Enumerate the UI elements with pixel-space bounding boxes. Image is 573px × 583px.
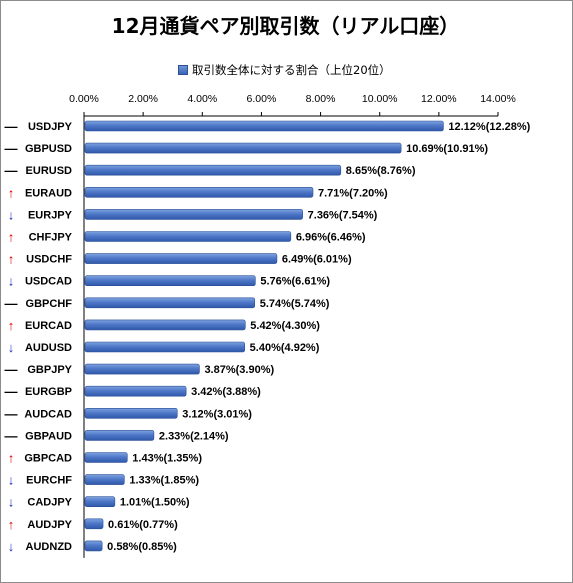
data-label: 0.58%(0.85%) (107, 541, 177, 553)
up-marker: ↑ (8, 517, 15, 532)
data-label: 3.87%(3.90%) (204, 364, 274, 376)
bar (84, 209, 303, 220)
data-label: 5.76%(6.61%) (260, 276, 330, 288)
bars: 12.12%(12.28%) USDJPY — 10.69%(10.91%) GBPUS… (5, 119, 531, 554)
chart-title: 12月通貨ペア別取引数（リアル口座） (111, 14, 460, 38)
data-label: 6.96%(6.46%) (296, 232, 366, 244)
bar (84, 231, 292, 242)
bar (84, 363, 200, 375)
down-marker: ↓ (8, 539, 15, 554)
data-label: 10.69%(10.91%) (406, 143, 488, 155)
bar (84, 253, 278, 264)
flat-marker: — (5, 428, 18, 443)
legend-label: 取引数全体に対する割合（上位20位） (192, 63, 391, 77)
category-label: AUDCAD (24, 408, 72, 420)
bar (84, 187, 314, 198)
down-marker: ↓ (8, 495, 15, 510)
down-marker: ↓ (8, 207, 15, 222)
bar (84, 297, 256, 309)
bar (84, 142, 402, 154)
category-label: USDCAD (25, 276, 72, 288)
data-label: 1.01%(1.50%) (120, 497, 190, 509)
category-label: CHFJPY (29, 232, 73, 244)
data-label: 5.40%(4.92%) (250, 342, 320, 354)
category-label: USDJPY (28, 121, 73, 133)
up-marker: ↑ (8, 230, 15, 245)
flat-marker: — (5, 163, 18, 178)
bar (84, 120, 444, 132)
up-marker: ↑ (8, 185, 15, 200)
x-tick-label: 8.00% (306, 93, 336, 105)
x-tick-label: 4.00% (187, 93, 217, 105)
category-label: EURAUD (25, 187, 72, 199)
bar (84, 518, 104, 530)
chart-legend: 取引数全体に対する割合（上位20位） (178, 62, 391, 78)
category-label: CADJPY (27, 497, 72, 509)
category-label: EURCHF (26, 475, 72, 487)
bar (84, 341, 245, 353)
data-label: 1.33%(1.85%) (129, 475, 199, 487)
category-label: AUDNZD (26, 541, 72, 553)
up-marker: ↑ (8, 318, 15, 333)
category-label: AUDUSD (25, 342, 72, 354)
bar (84, 452, 128, 463)
data-label: 1.43%(1.35%) (132, 453, 202, 465)
bar (84, 496, 116, 508)
category-label: EURGBP (25, 386, 72, 398)
flat-marker: — (5, 119, 18, 134)
data-label: 5.74%(5.74%) (260, 298, 330, 310)
bar (84, 385, 187, 397)
data-label: 6.49%(6.01%) (282, 254, 352, 266)
data-label: 12.12%(12.28%) (448, 121, 530, 133)
data-label: 2.33%(2.14%) (159, 430, 229, 442)
x-tick-label: 2.00% (128, 93, 158, 105)
data-label: 5.42%(4.30%) (250, 320, 320, 332)
down-marker: ↓ (8, 274, 15, 289)
data-label: 3.12%(3.01%) (182, 408, 252, 420)
flat-marker: — (5, 141, 18, 156)
flat-marker: — (5, 406, 18, 421)
x-tick-label: 12.00% (421, 93, 457, 105)
category-label: EURCAD (25, 320, 72, 332)
legend-swatch (178, 65, 188, 75)
data-label: 3.42%(3.88%) (191, 386, 261, 398)
flat-marker: — (5, 296, 18, 311)
data-label: 7.36%(7.54%) (308, 209, 378, 221)
category-label: GBPUSD (25, 143, 72, 155)
data-label: 7.71%(7.20%) (318, 187, 388, 199)
bar (84, 430, 155, 441)
down-marker: ↓ (8, 473, 15, 488)
bar (84, 474, 125, 485)
category-label: AUDJPY (27, 519, 72, 531)
data-label: 8.65%(8.76%) (346, 165, 416, 177)
flat-marker: — (5, 362, 18, 377)
x-tick-label: 14.00% (480, 93, 516, 105)
category-label: GBPAUD (25, 430, 72, 442)
bar (84, 319, 246, 331)
down-marker: ↓ (8, 340, 15, 355)
category-label: GBPCHF (26, 298, 73, 310)
flat-marker: — (5, 384, 18, 399)
category-label: USDCHF (26, 254, 72, 266)
category-label: EURJPY (28, 209, 73, 221)
bar (84, 275, 256, 287)
category-label: GBPJPY (27, 364, 72, 376)
x-tick-label: 0.00% (69, 93, 99, 105)
x-axis: 0.00% 2.00% 4.00% 6.00% 8.00% 10.00% 12.00% 14.… (69, 93, 516, 558)
x-tick-label: 10.00% (362, 93, 398, 105)
x-tick-label: 6.00% (247, 93, 277, 105)
data-label: 0.61%(0.77%) (108, 519, 178, 531)
bar (84, 540, 103, 552)
up-marker: ↑ (8, 451, 15, 466)
bar (84, 407, 178, 419)
category-label: EURUSD (26, 165, 73, 177)
bar (84, 164, 342, 176)
up-marker: ↑ (8, 252, 15, 267)
category-label: GBPCAD (24, 453, 72, 465)
